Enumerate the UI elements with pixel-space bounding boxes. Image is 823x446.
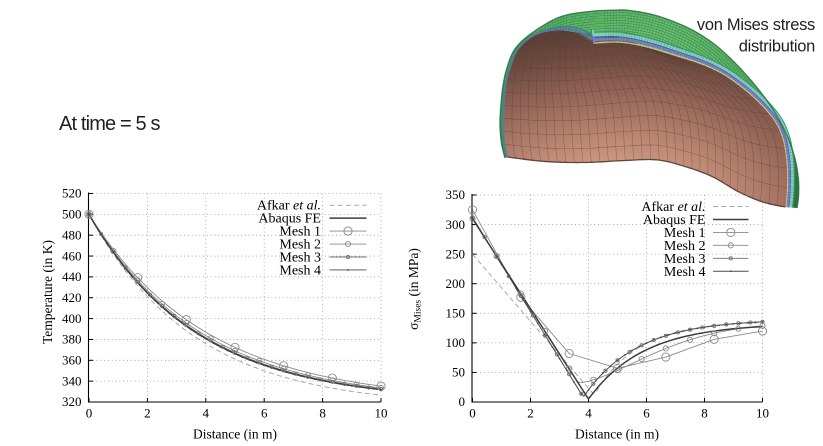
- svg-text:250: 250: [446, 246, 466, 261]
- svg-text:Mesh 3: Mesh 3: [664, 252, 706, 267]
- svg-text:420: 420: [62, 290, 82, 305]
- svg-text:10: 10: [756, 406, 769, 421]
- svg-text:At time = 5 s: At time = 5 s: [59, 113, 161, 135]
- svg-text:Mesh 4: Mesh 4: [279, 263, 321, 278]
- svg-text:440: 440: [62, 269, 82, 284]
- svg-text:6: 6: [643, 406, 650, 421]
- svg-text:Mesh 2: Mesh 2: [279, 238, 321, 253]
- svg-text:50: 50: [452, 365, 465, 380]
- svg-text:0: 0: [469, 406, 476, 421]
- svg-text:320: 320: [62, 394, 82, 409]
- svg-text:0: 0: [459, 394, 466, 409]
- svg-text:300: 300: [446, 217, 466, 232]
- svg-text:150: 150: [446, 305, 466, 320]
- svg-text:340: 340: [62, 373, 82, 388]
- svg-text:4: 4: [203, 406, 210, 421]
- svg-text:10: 10: [375, 406, 388, 421]
- svg-text:Mesh 3: Mesh 3: [279, 251, 321, 266]
- svg-text:480: 480: [62, 227, 82, 242]
- svg-text:8: 8: [701, 406, 708, 421]
- svg-text:Mesh 2: Mesh 2: [664, 239, 706, 254]
- svg-text:380: 380: [62, 332, 82, 347]
- svg-text:360: 360: [62, 353, 82, 368]
- svg-text:0: 0: [86, 406, 93, 421]
- svg-text:200: 200: [446, 276, 466, 291]
- svg-text:460: 460: [62, 248, 82, 263]
- svg-text:Mesh 4: Mesh 4: [664, 265, 706, 280]
- svg-text:Distance (in m): Distance (in m): [575, 427, 659, 442]
- svg-text:520: 520: [62, 186, 82, 201]
- svg-text:distribution: distribution: [739, 38, 815, 56]
- svg-text:350: 350: [446, 187, 466, 202]
- svg-text:Mesh 1: Mesh 1: [279, 225, 321, 240]
- svg-text:Abaqus FE: Abaqus FE: [258, 212, 321, 227]
- svg-text:Afkar et al.: Afkar et al.: [257, 199, 321, 214]
- svg-text:Temperature (in K): Temperature (in K): [40, 240, 55, 344]
- svg-text:2: 2: [527, 406, 534, 421]
- svg-text:Abaqus FE: Abaqus FE: [643, 213, 706, 228]
- svg-text:100: 100: [446, 335, 466, 350]
- svg-text:500: 500: [62, 207, 82, 222]
- svg-text:Distance (in m): Distance (in m): [193, 427, 277, 442]
- svg-text:Mesh 1: Mesh 1: [664, 226, 706, 241]
- svg-text:4: 4: [585, 406, 592, 421]
- svg-text:400: 400: [62, 311, 82, 326]
- svg-text:Afkar et al.: Afkar et al.: [641, 200, 705, 215]
- svg-text:8: 8: [319, 406, 326, 421]
- svg-text:6: 6: [261, 406, 268, 421]
- svg-text:2: 2: [144, 406, 151, 421]
- svg-text:von Mises stress: von Mises stress: [697, 16, 815, 34]
